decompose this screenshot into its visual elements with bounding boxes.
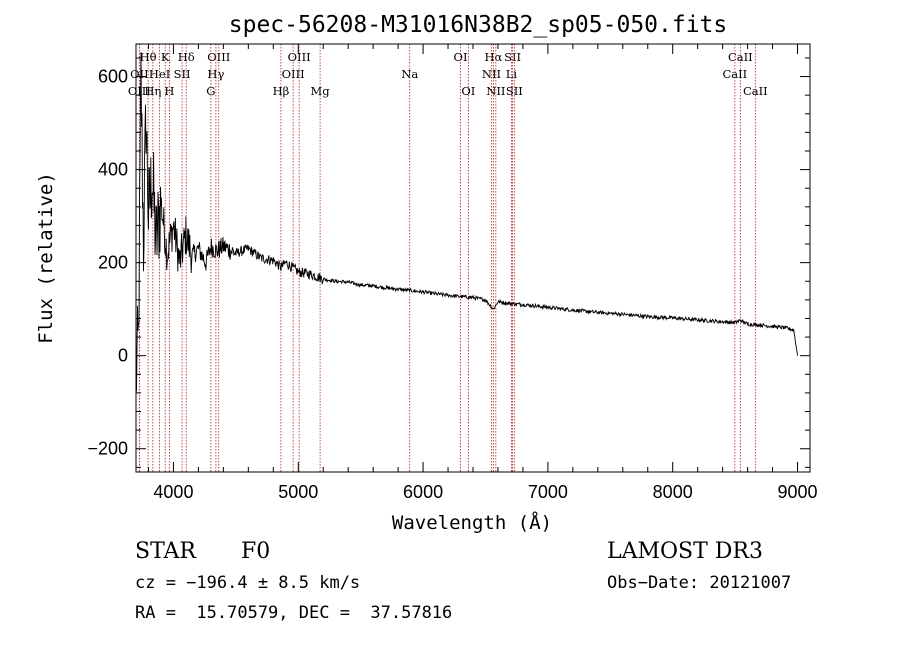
redshift-text: cz = −196.4 ± 8.5 km/s	[135, 573, 361, 593]
x-tick-label: 9000	[777, 482, 817, 502]
series-line-flux	[135, 52, 798, 392]
y-tick-label: 0	[118, 346, 128, 366]
line-marker-label: CaII	[743, 84, 768, 98]
line-marker-label: Li	[506, 67, 518, 81]
line-marker-label: OI	[454, 50, 468, 64]
line-marker-label: K	[161, 50, 170, 64]
line-marker-label: G	[206, 84, 215, 98]
coordinates: RA = 15.70579, DEC = 37.57816	[135, 603, 453, 623]
chart-title: spec-56208-M31016N38B2_sp05-050.fits	[229, 12, 728, 38]
axis-ticks	[136, 44, 810, 472]
line-marker-label: CaII	[722, 67, 747, 81]
plot-frame	[135, 43, 811, 473]
line-marker-label: Hγ	[207, 67, 224, 81]
obs-date: Obs−Date: 20121007	[607, 573, 792, 593]
y-axis-label: Flux (relative)	[35, 172, 57, 344]
line-marker-label: Na	[401, 67, 418, 81]
line-marker-label: SII	[504, 50, 521, 64]
line-marker-label: Hθ	[140, 50, 157, 64]
spectral-subclass: F0	[241, 539, 271, 564]
survey-name: LAMOST DR3	[607, 539, 763, 564]
line-marker-label: SII	[506, 84, 523, 98]
line-marker-label: Hβ	[273, 84, 290, 98]
y-tick-label: 600	[98, 67, 128, 87]
axis-tick-labels: 4000 5000 6000 7000 8000 9000 −200 0 200 400 600	[87, 67, 817, 502]
x-tick-label: 4000	[153, 482, 193, 502]
line-marker-label: HeI	[149, 67, 170, 81]
y-tick-label: −200	[87, 439, 128, 459]
x-tick-label: 7000	[528, 482, 568, 502]
x-axis-label: Wavelength (Å)	[392, 511, 552, 534]
line-marker-label: OIII	[282, 67, 305, 81]
series-layer	[135, 52, 798, 392]
line-marker-label: Hδ	[178, 50, 195, 64]
line-marker-label: CaII	[728, 50, 753, 64]
line-marker-label: NII	[486, 84, 505, 98]
x-tick-label: 5000	[278, 482, 318, 502]
line-marker-label: Hα	[484, 50, 502, 64]
line-marker-label: Hη	[144, 84, 161, 98]
line-marker-label: H	[164, 84, 174, 98]
line-marker-label: OIII	[288, 50, 311, 64]
y-tick-label: 400	[98, 160, 128, 180]
object-class: STAR	[135, 539, 196, 564]
x-tick-label: 8000	[653, 482, 693, 502]
line-marker-label: OIII	[128, 84, 151, 98]
y-tick-label: 200	[98, 253, 128, 273]
line-marker-label: OIII	[207, 50, 230, 64]
line-marker-label: Mg	[311, 84, 331, 98]
line-marker-label: NII	[482, 67, 501, 81]
x-tick-label: 6000	[403, 482, 443, 502]
line-marker-label: SII	[174, 67, 191, 81]
line-marker-label: OI	[461, 84, 475, 98]
